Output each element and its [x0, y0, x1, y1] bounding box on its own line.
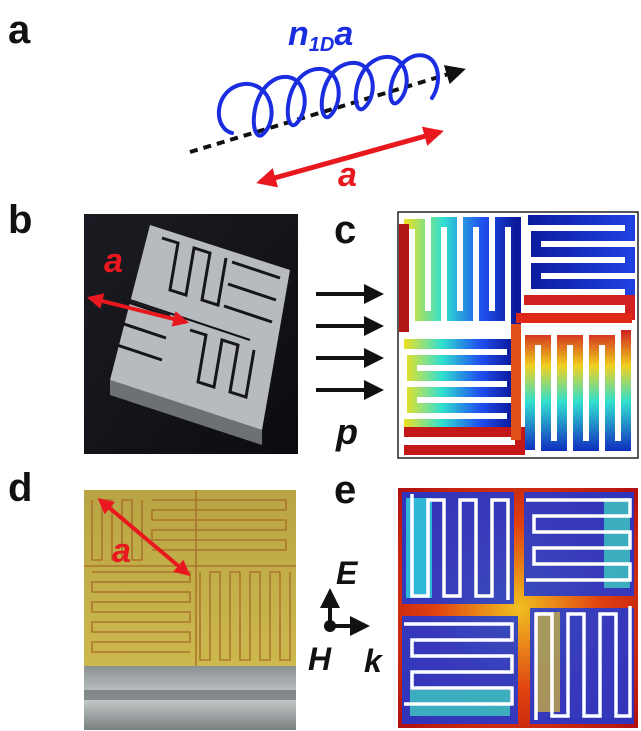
- metal-sample-photo: a: [84, 214, 298, 454]
- scale-arrow-d: [97, 497, 191, 577]
- scale-label-d: a: [112, 532, 131, 570]
- helix-label: n1Da: [288, 15, 353, 56]
- axis-k-label: k: [364, 643, 384, 679]
- incident-arrows: p: [316, 284, 384, 452]
- panel-label-d: d: [8, 466, 33, 510]
- helix-coil: [216, 53, 440, 138]
- panel-label-e: e: [334, 468, 357, 512]
- panel-label-a: a: [8, 8, 31, 52]
- axis-h-label: H: [308, 641, 332, 677]
- period-label: a: [338, 156, 357, 194]
- axis-e-label: E: [336, 555, 359, 591]
- scale-arrow-b: [86, 293, 190, 327]
- pcb-sample-photo: a: [84, 490, 296, 730]
- momentum-label: p: [335, 411, 358, 452]
- panel-label-c: c: [334, 208, 357, 252]
- field-axes: E H k: [308, 555, 384, 679]
- helix-axis-arrow: [189, 65, 466, 154]
- panel-label-b: b: [8, 198, 33, 242]
- scale-label-b: a: [104, 242, 123, 280]
- period-arrow: [256, 126, 444, 188]
- helix-schematic: n1Da a: [189, 15, 466, 194]
- field-map-e: [398, 488, 638, 728]
- field-map-c: [397, 211, 639, 459]
